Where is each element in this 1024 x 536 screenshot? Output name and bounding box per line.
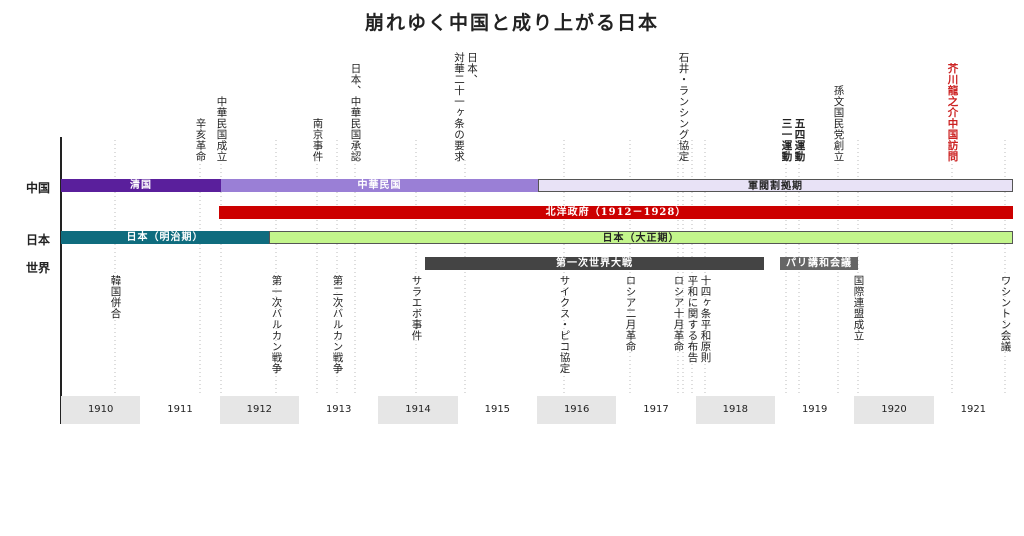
period-bar: 日本（大正期）	[269, 231, 1013, 244]
year-cell: 1912	[219, 396, 299, 424]
event-label: サラエボ事件	[410, 275, 423, 341]
event-label: 南京事件	[311, 118, 324, 162]
event-label: 辛亥革命	[194, 118, 207, 162]
event-label: ワシントン会議	[999, 275, 1012, 352]
event-label: 三一運動	[780, 118, 793, 162]
event-label: 十四ヶ条平和原則	[699, 275, 712, 363]
year-cell: 1914	[378, 396, 458, 424]
event-label: 孫文国民党創立	[832, 85, 845, 162]
year-cell: 1916	[537, 396, 617, 424]
row-label: 世界	[25, 261, 50, 275]
year-cell: 1920	[854, 396, 934, 424]
period-bar: 清国	[61, 179, 221, 192]
event-label: 日本、中華民国承認	[349, 63, 362, 162]
event-label: ロシア二月革命	[624, 275, 637, 352]
event-label: 第二次バルカン戦争	[331, 275, 344, 374]
year-cell: 1913	[299, 396, 379, 424]
year-cell: 1917	[616, 396, 696, 424]
event-label: 韓国併合	[109, 275, 122, 319]
row-label: 日本	[25, 233, 50, 247]
year-cell: 1910	[61, 396, 141, 424]
event-label: 第一次バルカン戦争	[270, 275, 283, 374]
event-label: サイクス・ピコ協定	[558, 275, 571, 374]
year-cell: 1919	[775, 396, 855, 424]
year-cell: 1918	[695, 396, 775, 424]
year-cell: 1911	[140, 396, 220, 424]
event-label: 五四運動	[793, 118, 806, 162]
period-bar: 中華民国	[221, 179, 538, 192]
period-bar: 軍閥割拠期	[538, 179, 1013, 192]
period-bar: パリ講和会議	[780, 257, 858, 270]
event-label: 中華民国成立	[215, 96, 228, 162]
event-label: 日本、 対華二十一ヶ条の要求	[453, 52, 478, 162]
event-label: 国際連盟成立	[852, 275, 865, 341]
year-cell: 1915	[457, 396, 537, 424]
year-cell: 1921	[933, 396, 1013, 424]
event-label: 芥川龍之介中国訪問	[946, 63, 959, 162]
period-bar: 日本（明治期）	[61, 231, 269, 244]
event-label: ロシア十月革命	[672, 275, 685, 352]
period-bar: 北洋政府（1912－1928）	[219, 206, 1013, 219]
event-label: 平和に関する布告	[686, 275, 699, 363]
row-label: 中国	[25, 181, 50, 195]
event-label: 石井・ランシング協定	[677, 52, 690, 162]
title: 崩れゆく中国と成り上がる日本	[364, 12, 659, 34]
period-bar: 第一次世界大戦	[425, 257, 764, 270]
